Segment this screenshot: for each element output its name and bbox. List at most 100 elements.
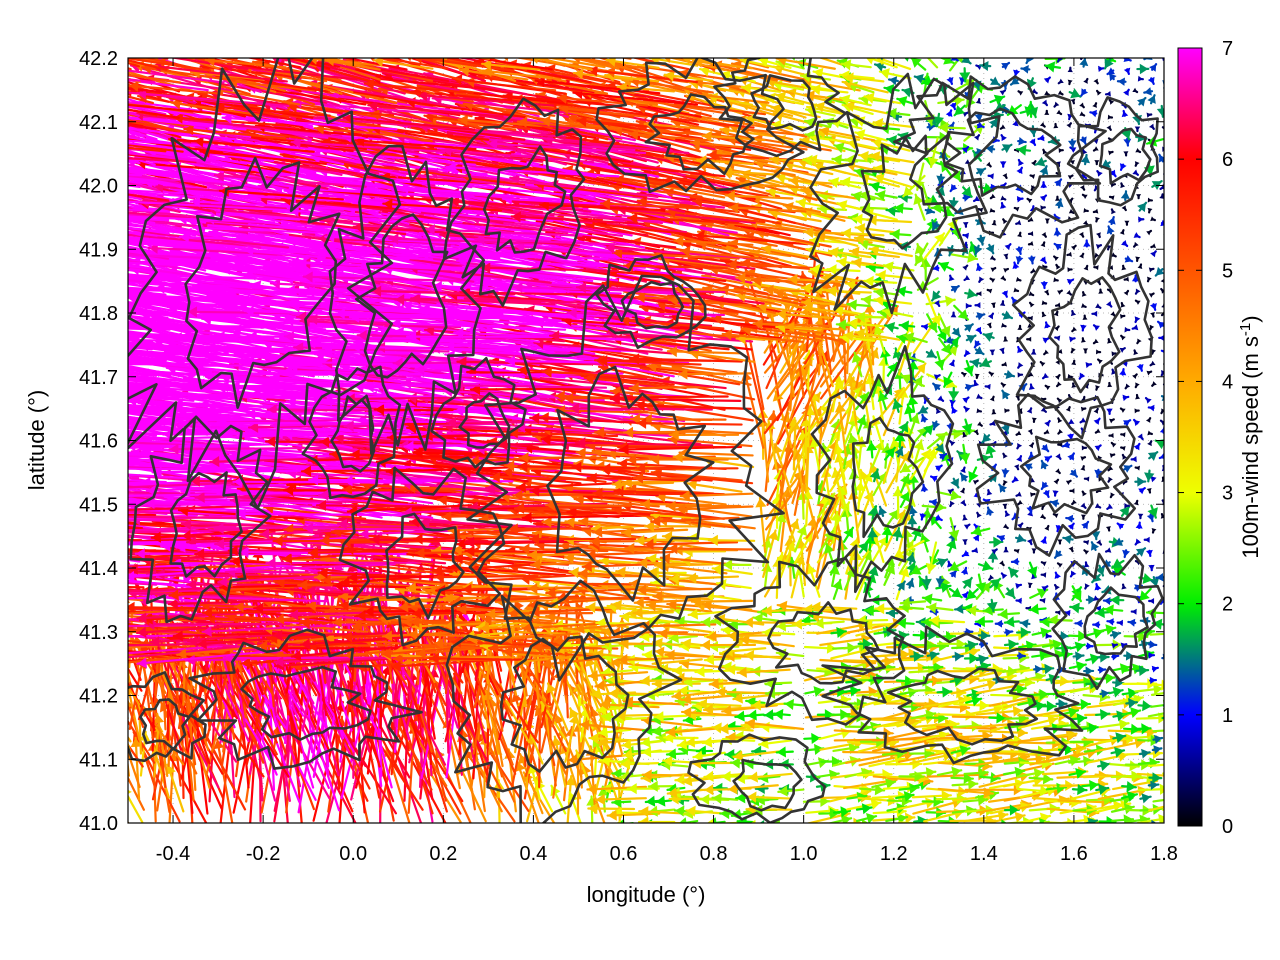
wind-arrow-head (708, 641, 718, 653)
wind-arrow-head (1047, 715, 1058, 727)
wind-arrow-head (736, 792, 746, 804)
wind-arrow-head (841, 815, 852, 823)
wind-arrow-head (128, 789, 132, 795)
wind-arrow-head (1098, 784, 1109, 796)
wind-arrow-head (42, 566, 52, 577)
wind-arrow-head (764, 709, 774, 721)
wind-arrow-head (7, 593, 16, 604)
wind-arrow-head (9, 519, 18, 530)
wind-arrow-head (620, 758, 631, 770)
wind-arrow-shaft (320, 700, 369, 802)
wind-arrow-head (778, 785, 788, 797)
wind-arrow-head (622, 739, 632, 751)
wind-arrow-head (77, 532, 87, 543)
wind-arrow-head (1152, 772, 1162, 784)
wind-arrow-head (1153, 734, 1163, 744)
wind-arrow-head (67, 618, 76, 629)
wind-arrow-head (747, 709, 757, 721)
wind-arrow-shaft (407, 723, 416, 814)
wind-arrow-head (1123, 814, 1134, 823)
wind-arrow-head (1014, 766, 1025, 778)
wind-arrow-head (589, 732, 599, 745)
wind-arrow-head (1087, 817, 1097, 823)
wind-arrow-head (1163, 523, 1164, 525)
wind-arrow-head (81, 526, 90, 537)
wind-arrow-head (639, 817, 649, 823)
wind-arrow-head (1166, 699, 1176, 710)
wind-arrow-head (903, 790, 914, 802)
wind-arrow-head (667, 787, 678, 799)
wind-arrow-head (750, 819, 756, 823)
wind-arrows (2, 58, 1179, 823)
wind-arrow-head (598, 736, 608, 748)
wind-arrow-head (698, 758, 708, 771)
wind-arrow-head (1134, 737, 1145, 749)
wind-arrow-head (897, 813, 908, 823)
wind-arrow-head (595, 793, 605, 805)
wind-arrow-head (654, 711, 664, 723)
wind-arrow-head (109, 462, 118, 473)
wind-arrow-head (656, 732, 666, 744)
wind-arrow-head (1053, 479, 1059, 485)
wind-arrow-head (565, 727, 577, 737)
wind-arrow-head (675, 805, 685, 817)
wind-arrow-head (968, 778, 978, 790)
wind-arrow-head (1070, 488, 1075, 494)
wind-arrow-shaft (1166, 561, 1167, 564)
wind-arrow-head (1001, 469, 1010, 477)
wind-arrow-head (1126, 780, 1136, 793)
wind-arrow-head (1076, 713, 1087, 725)
wind-arrow-head (682, 775, 693, 787)
wind-arrow-head (686, 805, 696, 817)
wind-arrow-head (1142, 573, 1153, 584)
wind-arrow-head (19, 503, 28, 514)
wind-arrow-head (960, 499, 966, 505)
wind-arrow-shaft (389, 720, 447, 823)
wind-arrow-head (44, 606, 53, 617)
wind-arrow-head (45, 526, 55, 537)
wind-arrow-shaft (633, 598, 701, 604)
wind-arrow-head (856, 791, 867, 803)
wind-arrow-head (72, 604, 81, 615)
wind-arrow-head (1083, 755, 1093, 767)
wind-arrow-head (1128, 618, 1136, 627)
wind-arrow-head (663, 755, 673, 767)
wind-arrow-head (1104, 604, 1114, 616)
wind-arrow-head (38, 606, 47, 617)
wind-arrow-head (925, 684, 935, 696)
wind-arrow-head (32, 521, 41, 532)
wind-arrow-head (2, 571, 11, 582)
wind-arrow-head (1012, 475, 1019, 482)
wind-arrow-head (1012, 705, 1023, 717)
wind-arrow-head (666, 748, 677, 760)
wind-arrow-head (951, 766, 962, 778)
wind-arrow-head (925, 797, 936, 809)
wind-arrow-shaft (585, 550, 674, 557)
wind-arrow-head (1164, 561, 1170, 566)
wind-arrow-shaft (1147, 763, 1164, 768)
wind-arrow-head (118, 503, 127, 514)
wind-arrow-head (111, 482, 120, 493)
wind-arrow-shaft (128, 743, 144, 768)
wind-arrow-head (1092, 627, 1104, 639)
wind-arrow-shaft (516, 760, 540, 823)
wind-arrow-head (273, 535, 283, 547)
wind-arrow-head (48, 463, 57, 474)
wind-arrow-head (652, 725, 662, 737)
wind-arrow-head (634, 640, 645, 652)
wind-arrow-head (1169, 687, 1179, 698)
wind-arrow-head (949, 500, 955, 507)
wind-arrow-head (71, 540, 80, 551)
wind-arrow-head (1014, 811, 1025, 823)
wind-arrow-shaft (842, 750, 901, 754)
wind-arrow-head (92, 525, 101, 536)
wind-arrow-head (755, 782, 765, 794)
wind-arrow-head (1068, 546, 1074, 552)
wind-arrow-head (1094, 503, 1101, 509)
wind-arrow-head (41, 601, 50, 612)
wind-arrow-head (117, 713, 128, 723)
wind-arrow-head (1099, 708, 1110, 721)
wind-arrow-head (597, 786, 610, 797)
wind-arrow-head (119, 455, 128, 466)
wind-arrow-head (15, 515, 24, 526)
